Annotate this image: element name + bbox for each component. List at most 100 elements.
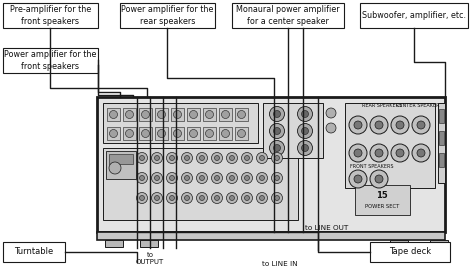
Bar (219, 127, 232, 140)
Bar (171, 127, 184, 140)
Circle shape (354, 121, 362, 129)
Circle shape (326, 108, 336, 118)
Bar (97, 232, 445, 240)
Circle shape (170, 176, 174, 180)
Circle shape (349, 144, 367, 162)
Circle shape (197, 192, 208, 204)
Bar (187, 108, 200, 121)
Circle shape (417, 121, 425, 129)
Text: Turntable: Turntable (14, 247, 54, 256)
Bar (123, 108, 136, 121)
Circle shape (301, 127, 309, 134)
Circle shape (170, 156, 174, 160)
Bar (235, 108, 248, 121)
Bar (107, 127, 120, 140)
Circle shape (273, 127, 281, 134)
Circle shape (417, 149, 425, 157)
Circle shape (396, 149, 404, 157)
Bar (3, 242, 65, 262)
Circle shape (215, 176, 219, 180)
Circle shape (237, 111, 246, 118)
Circle shape (182, 192, 192, 204)
Bar (97, 97, 445, 232)
Bar (3, 3, 98, 28)
Circle shape (206, 130, 213, 137)
Bar (103, 148, 298, 220)
Circle shape (152, 192, 163, 204)
Circle shape (229, 176, 235, 180)
Circle shape (274, 156, 280, 160)
Circle shape (126, 111, 134, 118)
Circle shape (237, 130, 246, 137)
Text: FRONT SPEAKERS: FRONT SPEAKERS (350, 164, 393, 169)
Circle shape (227, 153, 237, 163)
Circle shape (170, 195, 174, 201)
Circle shape (152, 173, 163, 183)
Circle shape (396, 121, 404, 129)
Circle shape (227, 192, 237, 204)
Circle shape (109, 162, 121, 174)
Circle shape (155, 156, 159, 160)
Circle shape (211, 192, 222, 204)
Circle shape (259, 176, 264, 180)
Bar (370, 242, 450, 262)
Bar (439, 131, 444, 145)
Text: to LINE IN: to LINE IN (262, 261, 298, 267)
Circle shape (273, 144, 281, 151)
Circle shape (272, 192, 283, 204)
Circle shape (152, 153, 163, 163)
Bar (139, 127, 152, 140)
Circle shape (274, 195, 280, 201)
Circle shape (190, 130, 198, 137)
Circle shape (155, 195, 159, 201)
Circle shape (137, 153, 147, 163)
Circle shape (166, 192, 177, 204)
Circle shape (349, 170, 367, 188)
Circle shape (412, 116, 430, 134)
Circle shape (184, 176, 190, 180)
Circle shape (211, 173, 222, 183)
Circle shape (221, 111, 229, 118)
Bar (203, 108, 216, 121)
Circle shape (298, 140, 312, 156)
Circle shape (227, 173, 237, 183)
Circle shape (256, 153, 267, 163)
Circle shape (166, 153, 177, 163)
Circle shape (139, 176, 145, 180)
Circle shape (157, 111, 165, 118)
Bar (232, 3, 344, 28)
Circle shape (184, 156, 190, 160)
Text: Power amplifier for the
front speakers: Power amplifier for the front speakers (4, 50, 97, 70)
Bar (107, 108, 120, 121)
Circle shape (273, 111, 281, 118)
Circle shape (301, 111, 309, 118)
Circle shape (173, 130, 182, 137)
Bar (3, 48, 98, 73)
Circle shape (184, 195, 190, 201)
Circle shape (142, 111, 149, 118)
Circle shape (215, 156, 219, 160)
Circle shape (139, 195, 145, 201)
Circle shape (354, 175, 362, 183)
Circle shape (375, 149, 383, 157)
Bar (140, 240, 158, 247)
Circle shape (272, 173, 283, 183)
Circle shape (354, 149, 362, 157)
Circle shape (241, 192, 253, 204)
Circle shape (173, 111, 182, 118)
Circle shape (245, 156, 249, 160)
Circle shape (245, 176, 249, 180)
Bar (171, 108, 184, 121)
Bar (390, 240, 408, 247)
Text: Power amplifier for the
rear speakers: Power amplifier for the rear speakers (121, 5, 214, 25)
Bar (106, 151, 136, 179)
Text: Tape deck: Tape deck (389, 247, 431, 256)
Circle shape (182, 153, 192, 163)
Bar (155, 127, 168, 140)
Circle shape (370, 116, 388, 134)
Circle shape (259, 195, 264, 201)
Bar (120, 3, 215, 28)
Circle shape (197, 153, 208, 163)
Circle shape (326, 123, 336, 133)
Text: Subwoofer, amplifier, etc.: Subwoofer, amplifier, etc. (362, 11, 466, 20)
